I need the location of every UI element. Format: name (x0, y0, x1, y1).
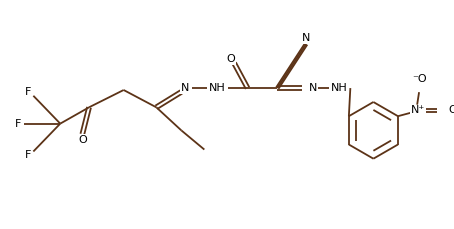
Text: N: N (302, 33, 311, 43)
Text: N: N (309, 83, 317, 93)
Text: O: O (227, 54, 236, 64)
Text: N⁺: N⁺ (411, 105, 425, 115)
Text: ⁻O: ⁻O (412, 74, 426, 84)
Text: F: F (25, 87, 31, 97)
Text: F: F (15, 119, 21, 129)
Text: O: O (448, 105, 454, 115)
Text: NH: NH (208, 83, 225, 93)
Text: O: O (78, 135, 87, 145)
Text: N: N (181, 83, 189, 93)
Text: NH: NH (331, 83, 347, 93)
Text: F: F (25, 150, 31, 160)
